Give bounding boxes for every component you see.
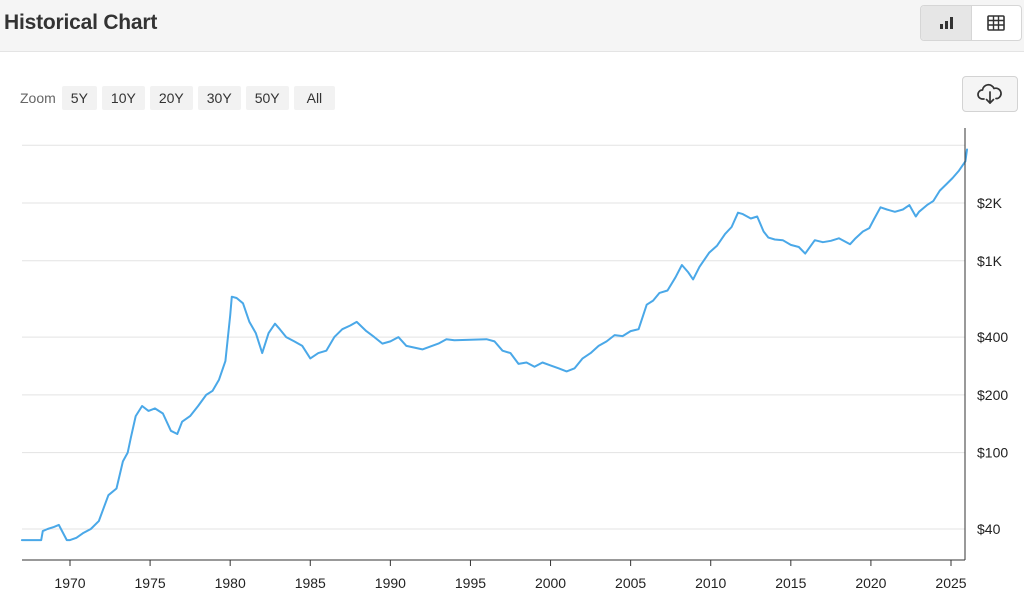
zoom-30y-button[interactable]: 30Y: [197, 86, 241, 110]
price-series-line: [20, 148, 968, 542]
page-title: Historical Chart: [4, 11, 158, 34]
zoom-10y-button[interactable]: 10Y: [101, 86, 145, 110]
x-tick-label: 2020: [855, 575, 886, 591]
x-tick-label: 1990: [375, 575, 406, 591]
download-button[interactable]: [962, 76, 1018, 112]
x-tick-label: 1975: [135, 575, 166, 591]
zoom-bar: Zoom 5Y 10Y 20Y 30Y 50Y All: [20, 86, 340, 110]
y-tick-label: $1K: [977, 253, 1003, 269]
x-tick-label: 2015: [775, 575, 806, 591]
x-tick-label: 1995: [455, 575, 486, 591]
table-view-button[interactable]: [970, 6, 1021, 40]
zoom-50y-button[interactable]: 50Y: [245, 86, 289, 110]
zoom-all-button[interactable]: All: [293, 86, 336, 110]
zoom-5y-button[interactable]: 5Y: [61, 86, 97, 110]
cloud-download-icon: [977, 83, 1002, 104]
zoom-20y-button[interactable]: 20Y: [149, 86, 193, 110]
y-tick-label: $40: [977, 521, 1001, 537]
x-tick-label: 1980: [215, 575, 246, 591]
view-toggle: [920, 5, 1022, 41]
x-tick-label: 1970: [54, 575, 85, 591]
x-tick-label: 2010: [695, 575, 726, 591]
chart-view-button[interactable]: [921, 6, 971, 40]
y-tick-label: $2K: [977, 195, 1003, 211]
y-tick-label: $400: [977, 329, 1008, 345]
y-tick-label: $200: [977, 387, 1008, 403]
x-tick-label: 2000: [535, 575, 566, 591]
x-tick-label: 2005: [615, 575, 646, 591]
table-icon: [987, 15, 1006, 31]
chart-header: Historical Chart: [0, 0, 1024, 52]
y-tick-label: $100: [977, 445, 1008, 461]
bar-chart-icon: [939, 17, 953, 29]
x-tick-label: 2025: [935, 575, 966, 591]
zoom-label: Zoom: [20, 90, 56, 106]
x-tick-label: 1985: [295, 575, 326, 591]
